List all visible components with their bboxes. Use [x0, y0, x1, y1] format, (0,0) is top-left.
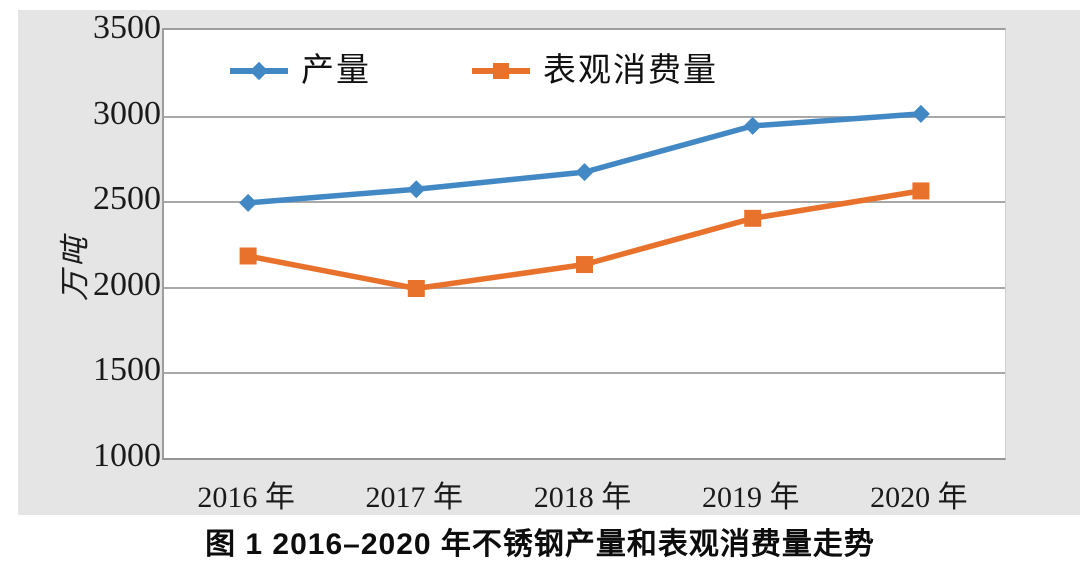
- data-point-marker: [407, 180, 426, 199]
- figure-caption: 图 1 2016–2020 年不锈钢产量和表观消费量走势: [205, 528, 875, 561]
- y-tick-label: 3500: [93, 9, 161, 46]
- y-tick-label: 3000: [93, 94, 161, 132]
- chart-panel: 万吨 3500 3000 2500 2000 1500 1000 产量 表观消费量 2016…: [18, 10, 1080, 515]
- y-tick-label: 1500: [93, 351, 161, 389]
- data-point-marker: [744, 209, 762, 227]
- legend-item-表观消费量: 表观消费量: [472, 52, 718, 90]
- legend-label: 产量: [301, 52, 371, 89]
- series-line-表观消费量: [245, 188, 924, 292]
- gridline: [164, 115, 1005, 118]
- data-point-marker: [911, 104, 930, 123]
- series-lines: [239, 104, 930, 298]
- x-tick-label: 2020 年: [870, 481, 968, 514]
- y-tick-label: 2500: [93, 180, 161, 218]
- gridline: [164, 372, 1005, 375]
- data-point-marker: [239, 193, 258, 212]
- data-point-marker: [912, 182, 930, 200]
- legend-item-产量: 产量: [230, 52, 371, 90]
- data-point-marker: [743, 116, 762, 135]
- legend-diamond-marker-icon: [230, 61, 288, 81]
- x-tick-label: 2018 年: [533, 481, 632, 514]
- data-point-marker: [576, 256, 593, 274]
- plot-area: 产量 表观消费量: [162, 28, 1006, 460]
- legend-label: 表观消费量: [543, 52, 718, 89]
- x-tick-label: 2019 年: [701, 481, 800, 514]
- y-tick-label: 2000: [93, 265, 161, 303]
- data-point-marker: [239, 247, 257, 265]
- y-tick-label: 1000: [93, 437, 161, 474]
- series-line-产量: [245, 111, 924, 206]
- gridline: [164, 286, 1005, 289]
- data-point-marker: [575, 163, 594, 182]
- x-tick-label: 2016 年: [197, 481, 295, 514]
- legend-square-marker-icon: [472, 63, 530, 79]
- data-point-marker: [407, 280, 425, 298]
- gridline: [164, 201, 1005, 204]
- x-tick-label: 2017 年: [365, 481, 464, 514]
